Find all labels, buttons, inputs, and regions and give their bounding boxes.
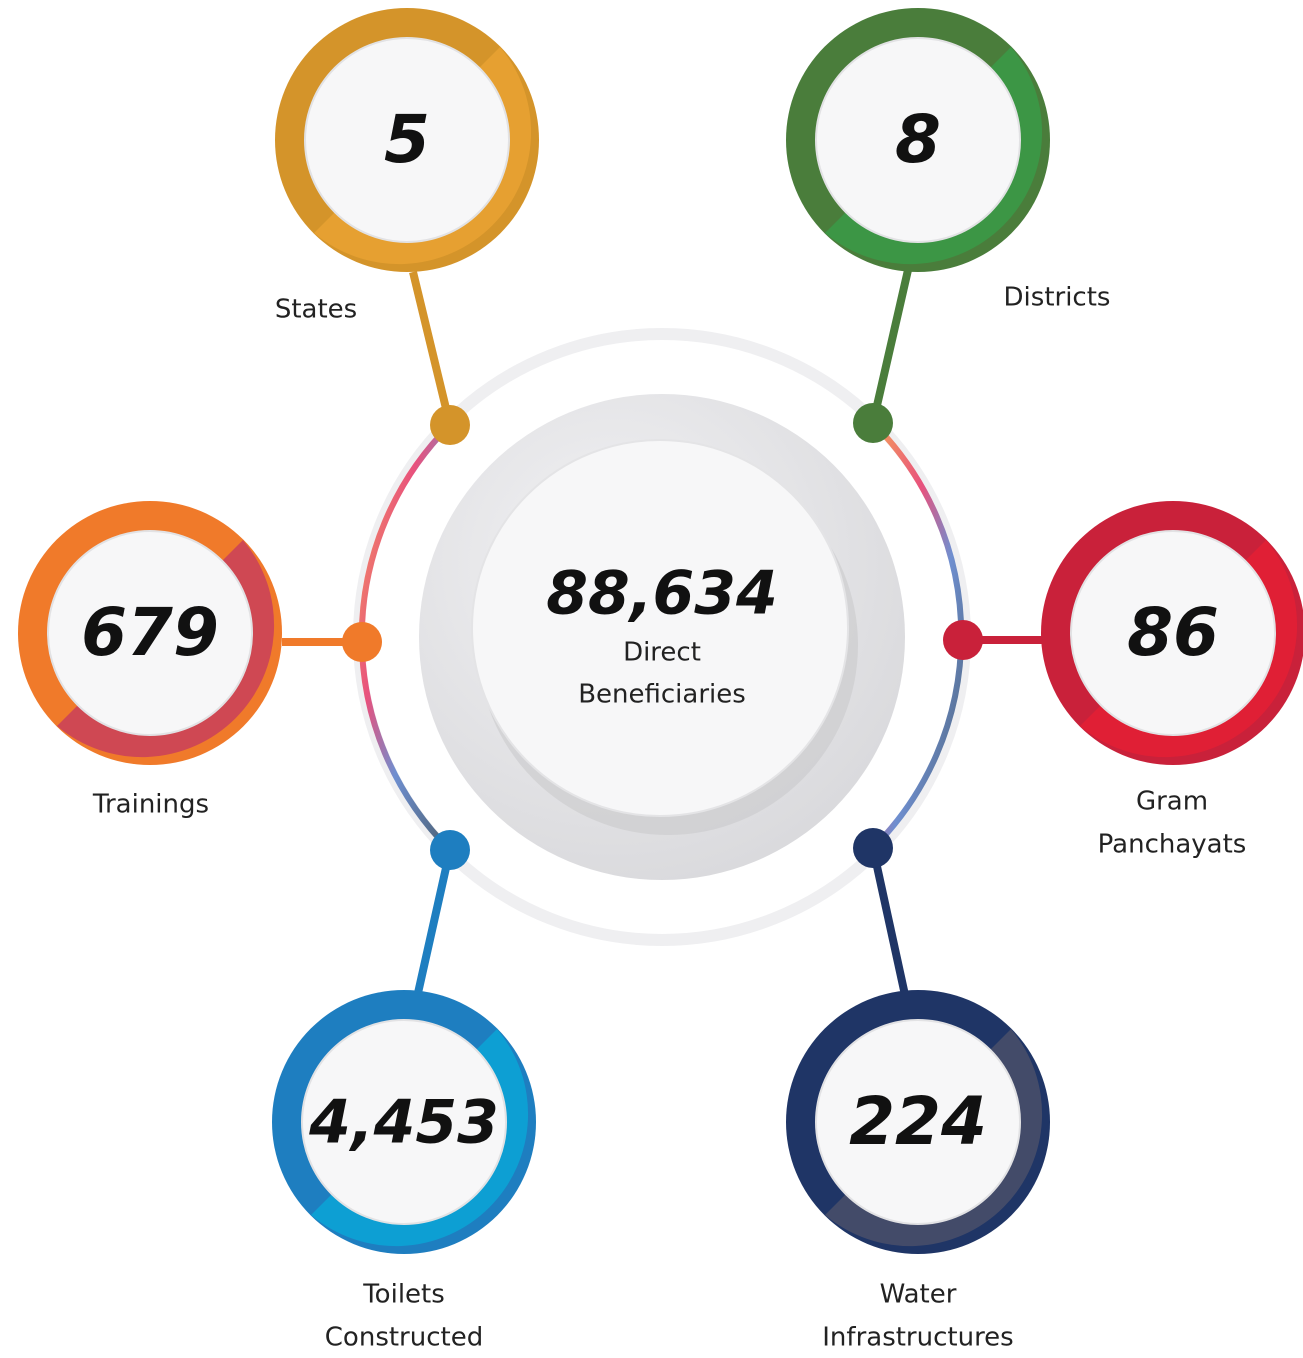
node-label: Panchayats: [1098, 830, 1247, 860]
node-value: 8: [895, 101, 941, 178]
node-face: [47, 530, 253, 736]
connector-dot: [430, 405, 470, 445]
connector-dot: [430, 830, 470, 870]
node-value: 5: [384, 101, 430, 178]
node-label: Constructed: [325, 1323, 483, 1353]
connector-dot: [943, 620, 983, 660]
center-face: [471, 439, 849, 817]
node-label: Water: [880, 1280, 957, 1310]
node-face: [304, 37, 510, 243]
node-value: 86: [1127, 594, 1219, 671]
node-value: 679: [81, 594, 219, 671]
connector: [409, 271, 454, 426]
connector: [414, 849, 454, 994]
nodes: 5 States 8 Districts 679 Trainings 86 Gram Panch…: [18, 8, 1303, 1353]
center-label: Beneficiaries: [578, 680, 746, 710]
node-face: [1070, 530, 1276, 736]
node-label: Trainings: [92, 790, 209, 820]
node-value: 224: [849, 1083, 987, 1160]
node-label: Toilets: [362, 1280, 445, 1310]
node-face: [301, 1019, 507, 1225]
node-face: [815, 37, 1021, 243]
connector: [869, 269, 912, 424]
connector-dot: [853, 828, 893, 868]
connector-dot: [853, 403, 893, 443]
center-value: 88,634: [546, 559, 778, 629]
node-value: 4,453: [308, 1088, 499, 1158]
connector-dot: [342, 622, 382, 662]
node-label: Gram: [1136, 787, 1208, 817]
node-label: Infrastructures: [822, 1323, 1013, 1353]
node-label: States: [275, 295, 357, 325]
node-face: [815, 1019, 1021, 1225]
center-label: Direct: [623, 638, 701, 668]
node-label: Districts: [1004, 283, 1111, 313]
connector: [869, 847, 909, 996]
